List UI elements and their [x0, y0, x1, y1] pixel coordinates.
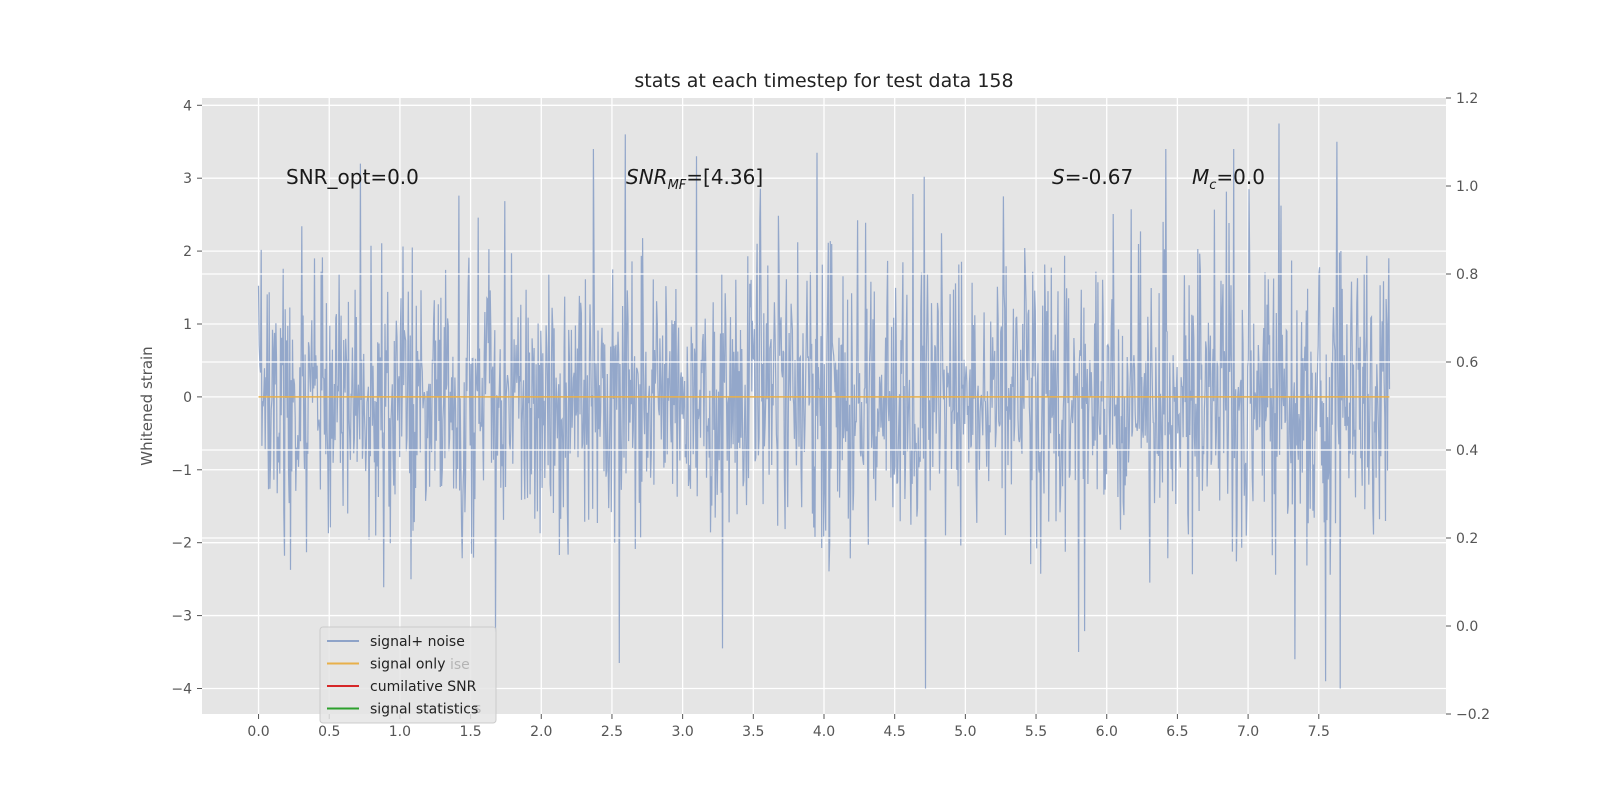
x-tick-label: 0.0	[247, 724, 269, 740]
annotation-subscript: c	[1209, 178, 1216, 193]
legend-entry-label: signal only	[370, 657, 445, 673]
y2-tick-label: 0.8	[1456, 267, 1478, 283]
y-tick-label: −4	[171, 681, 192, 697]
annotation-part: SNR_opt=0.0	[286, 165, 419, 189]
y2-tick-label: 0.0	[1456, 619, 1478, 635]
legend-entry-label: cumilative SNR	[370, 679, 477, 695]
x-tick-label: 3.0	[672, 724, 694, 740]
annotation-text: SNR_opt=0.0	[286, 165, 419, 189]
x-tick-label: 1.0	[389, 724, 411, 740]
x-tick-label: 4.0	[813, 724, 835, 740]
y2-tick-label: 1.0	[1456, 179, 1478, 195]
x-tick-label: 7.0	[1237, 724, 1259, 740]
annotation-part: SNR	[626, 165, 668, 189]
y-tick-label: −3	[171, 609, 192, 625]
annotation-subscript: MF	[668, 178, 687, 193]
y-tick-label: 0	[183, 390, 192, 406]
y-tick-label: 1	[183, 317, 192, 333]
x-tick-label: 6.0	[1096, 724, 1118, 740]
x-tick-label: 7.5	[1308, 724, 1330, 740]
y-tick-label: 4	[183, 98, 192, 114]
y2-tick-label: 1.2	[1456, 91, 1478, 107]
annotation-part: =-0.67	[1065, 165, 1134, 189]
y2-tick-label: 0.6	[1456, 355, 1478, 371]
legend-entry-label: signal+ noise	[370, 634, 465, 650]
legend-entry-label: signal statistics	[370, 702, 478, 718]
chart-title: stats at each timestep for test data 158	[634, 70, 1013, 92]
legend-ghost-text: ise	[450, 657, 470, 673]
y2-axis-ticks: 1.2 1.0 0.8 0.6 0.4 0.2 0.0 −0.2	[1446, 91, 1490, 723]
legend-box	[319, 626, 497, 724]
y-tick-label: −2	[171, 536, 192, 552]
annotation-text: Mc=0.0	[1192, 165, 1265, 193]
x-axis-ticks: 0.0 0.5 1.0 1.5 2.0 2.5 3.0 3.5 4.0 4.5 5.0 5.5 6.0 6…	[247, 714, 1330, 740]
y2-tick-label: −0.2	[1456, 707, 1490, 723]
x-tick-label: 0.5	[318, 724, 340, 740]
legend-ghost-text: s	[474, 701, 481, 717]
x-tick-label: 2.0	[530, 724, 552, 740]
x-tick-label: 6.5	[1166, 724, 1188, 740]
y-axis-label: Whitened strain	[138, 346, 156, 465]
y-tick-label: 2	[183, 244, 192, 260]
y-axis-ticks: 4 3 2 1 0 −1 −2 −3 −4	[171, 98, 202, 697]
annotation-text: SNRMF=[4.36]	[626, 165, 763, 193]
x-tick-label: 3.5	[742, 724, 764, 740]
y-tick-label: −1	[171, 463, 192, 479]
annotation-text: S=-0.67	[1052, 165, 1133, 189]
annotation-part: M	[1192, 165, 1209, 189]
legend: ise s signal+ noise signal only cumilative S…	[319, 626, 497, 724]
horizontal-reference-lines	[202, 273, 1446, 539]
y2-tick-label: 0.2	[1456, 531, 1478, 547]
annotation-part: =[4.36]	[686, 165, 763, 189]
x-tick-label: 5.5	[1025, 724, 1047, 740]
x-tick-label: 2.5	[601, 724, 623, 740]
annotation-part: =0.0	[1216, 165, 1265, 189]
y-tick-label: 3	[183, 171, 192, 187]
x-tick-label: 5.0	[954, 724, 976, 740]
y2-tick-label: 0.4	[1456, 443, 1478, 459]
x-tick-label: 1.5	[459, 724, 481, 740]
annotation-part: S	[1052, 165, 1065, 189]
x-tick-label: 4.5	[884, 724, 906, 740]
annotations: SNR_opt=0.0 SNRMF=[4.36] S=-0.67 Mc=0.0	[286, 165, 1265, 193]
